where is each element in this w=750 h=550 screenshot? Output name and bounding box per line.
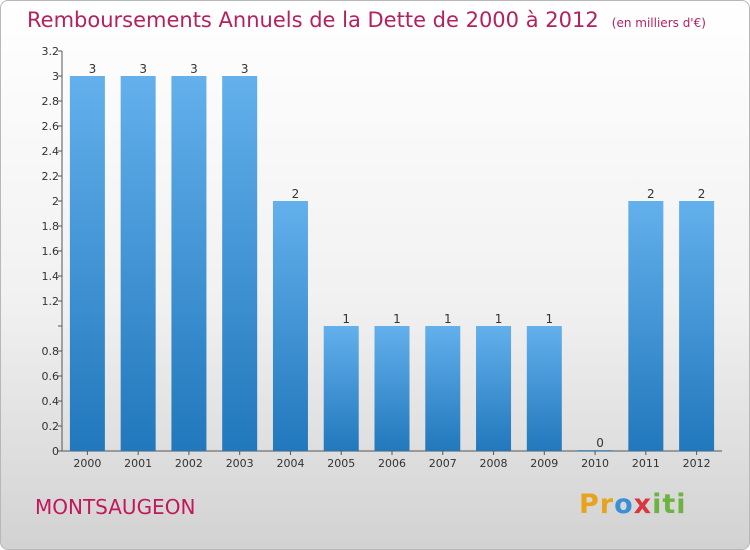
x-tick-label: 2003 bbox=[226, 457, 254, 470]
data-label-2001: 3 bbox=[139, 62, 147, 76]
x-tick-label: 2007 bbox=[429, 457, 457, 470]
y-tick-label: 0.6 bbox=[42, 370, 60, 383]
data-label-2007: 1 bbox=[444, 312, 452, 326]
bar-2010 bbox=[577, 450, 613, 451]
y-tick-label: 2 bbox=[52, 195, 59, 208]
x-tick-label: 2005 bbox=[327, 457, 355, 470]
bar-2003 bbox=[222, 76, 258, 451]
data-label-2000: 3 bbox=[89, 62, 97, 76]
bar-2006 bbox=[374, 326, 410, 451]
x-tick-label: 2001 bbox=[124, 457, 152, 470]
bar-2004 bbox=[272, 201, 308, 451]
y-tick-label: 1.2 bbox=[42, 295, 60, 308]
bar-2000 bbox=[69, 76, 105, 451]
y-tick-label: 0.4 bbox=[42, 395, 60, 408]
title-text: Remboursements Annuels de la Dette de 20… bbox=[27, 8, 599, 32]
data-label-2002: 3 bbox=[190, 62, 198, 76]
x-tick-label: 2012 bbox=[683, 457, 711, 470]
data-label-2003: 3 bbox=[241, 62, 249, 76]
commune-name: MONTSAUGEON bbox=[35, 495, 196, 519]
y-tick-label: 1.4 bbox=[42, 270, 60, 283]
y-tick-label: 3.2 bbox=[42, 45, 60, 58]
x-tick-label: 2011 bbox=[632, 457, 660, 470]
y-tick-label: 2.8 bbox=[42, 95, 60, 108]
x-tick-label: 2010 bbox=[581, 457, 609, 470]
data-label-2010: 0 bbox=[596, 436, 604, 450]
bar-2008 bbox=[476, 326, 512, 451]
x-tick-label: 2004 bbox=[276, 457, 304, 470]
chart-title: Remboursements Annuels de la Dette de 20… bbox=[27, 8, 706, 32]
y-tick-label: 3 bbox=[52, 70, 59, 83]
data-label-2005: 1 bbox=[342, 312, 350, 326]
data-label-2008: 1 bbox=[495, 312, 503, 326]
bar-2011 bbox=[628, 201, 664, 451]
bar-2007 bbox=[425, 326, 461, 451]
y-tick-label: 0 bbox=[52, 445, 59, 458]
x-tick-label: 2002 bbox=[175, 457, 203, 470]
title-unit: (en milliers d'€) bbox=[611, 16, 706, 30]
data-label-2006: 1 bbox=[393, 312, 401, 326]
x-tick-label: 2006 bbox=[378, 457, 406, 470]
bar-2001 bbox=[120, 76, 156, 451]
x-tick-label: 2009 bbox=[530, 457, 558, 470]
bar-2005 bbox=[323, 326, 359, 451]
y-tick-label: 2.4 bbox=[42, 145, 60, 158]
y-tick-label: 0.2 bbox=[42, 420, 60, 433]
bar-2009 bbox=[526, 326, 562, 451]
data-label-2012: 2 bbox=[698, 187, 706, 201]
proxiti-logo: Proxiti bbox=[579, 489, 687, 520]
chart-bars bbox=[69, 76, 715, 451]
x-tick-label: 2000 bbox=[73, 457, 101, 470]
y-tick-label: 1.8 bbox=[42, 220, 60, 233]
data-label-2011: 2 bbox=[647, 187, 655, 201]
y-tick-label: 2.6 bbox=[42, 120, 60, 133]
y-tick-label: 0.8 bbox=[42, 345, 60, 358]
y-tick-label: 2.2 bbox=[42, 170, 60, 183]
data-label-2004: 2 bbox=[292, 187, 300, 201]
bar-2012 bbox=[679, 201, 715, 451]
x-tick-label: 2008 bbox=[480, 457, 508, 470]
y-tick-label: 1.6 bbox=[42, 245, 60, 258]
data-label-2009: 1 bbox=[545, 312, 553, 326]
chart-labels: 0 0.2 0.4 0.6 0.8 1.2 1.4 1.6 1.8 2 2.2 2.4 2.6 2.8 3 3… bbox=[42, 45, 711, 470]
bar-2002 bbox=[171, 76, 207, 451]
